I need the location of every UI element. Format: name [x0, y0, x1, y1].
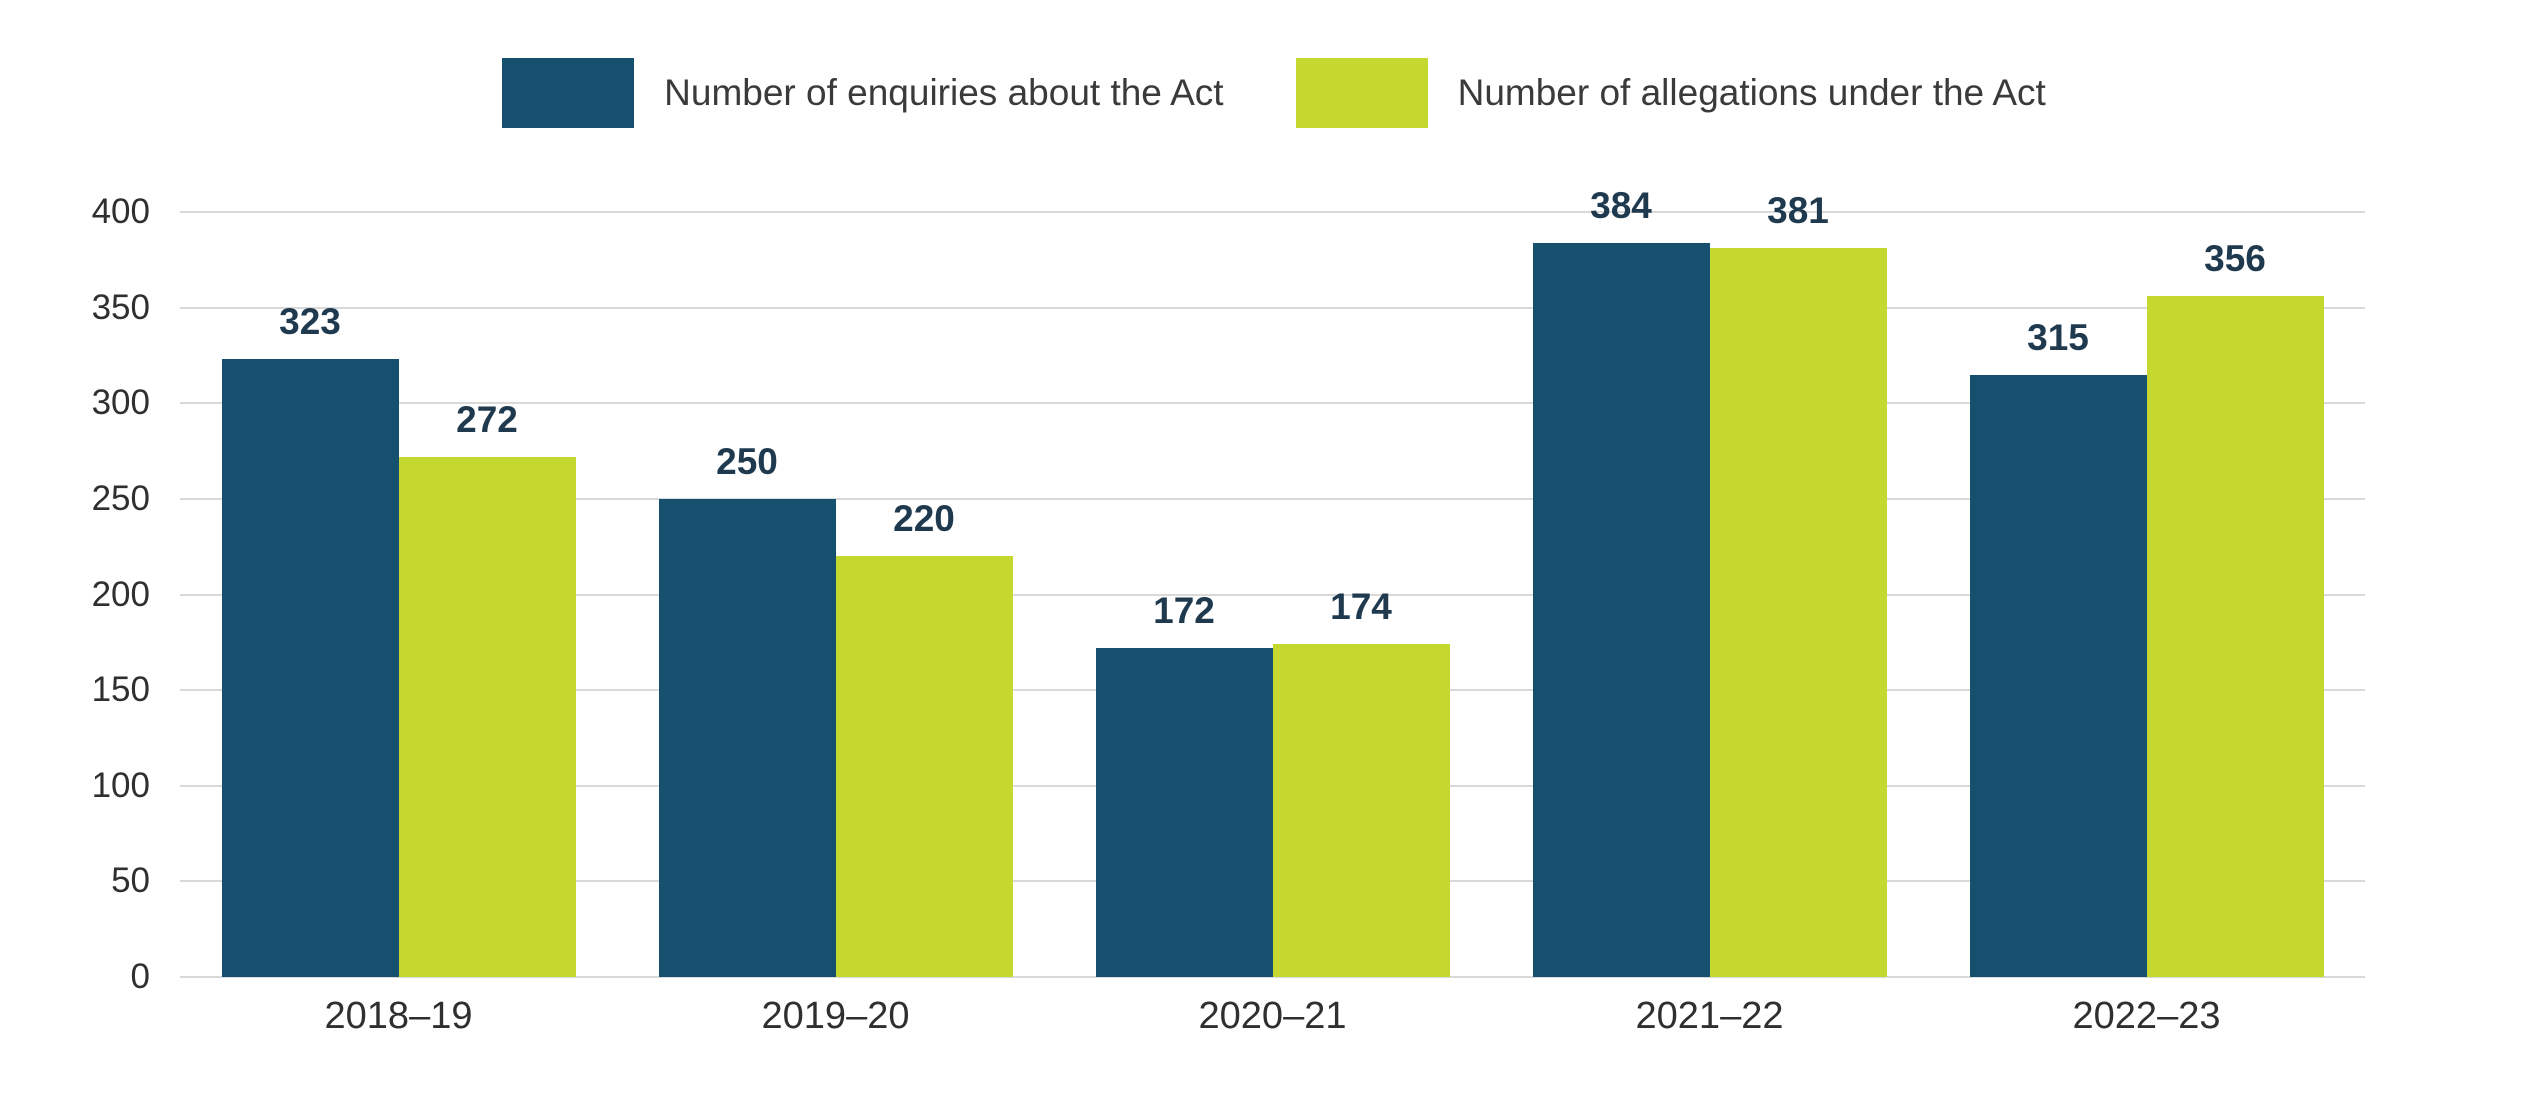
legend-item: Number of enquiries about the Act: [502, 58, 1224, 128]
y-tick-label: 50: [111, 861, 150, 901]
gridline: [180, 593, 2365, 596]
x-tick-label: 2021–22: [1635, 995, 1784, 1037]
bar: 315: [1969, 317, 2147, 977]
y-tick-label: 150: [91, 670, 150, 710]
x-tick-label: 2019–20: [761, 995, 910, 1037]
bar-group: 315 356: [1928, 212, 2365, 977]
y-tick-label: 400: [91, 192, 150, 231]
bar-group: 250 220: [617, 212, 1054, 977]
bar-groups: 323 272 250 220 172 174 384 381 315 356: [180, 185, 2365, 977]
legend-swatch-icon: [1295, 58, 1428, 128]
gridline: [180, 211, 2365, 213]
gridline: [180, 306, 2365, 309]
bar: 174: [1272, 586, 1450, 977]
bar-value-label: 384: [1590, 184, 1652, 226]
legend-label: Number of allegations under the Act: [1457, 72, 2046, 113]
bar-value-label: 323: [279, 301, 341, 343]
bar-value-label: 250: [716, 440, 778, 482]
bar-value-label: 174: [1330, 586, 1392, 628]
x-axis: 2018–19 2019–20 2020–21 2021–22 2022–23: [180, 995, 2365, 1038]
bar-value-label: 381: [1767, 190, 1829, 232]
bar-value-label: 356: [2204, 238, 2266, 280]
bar: 220: [835, 498, 1013, 977]
x-tick-label: 2018–19: [324, 995, 473, 1037]
x-tick-label: 2020–21: [1198, 995, 1347, 1037]
bar: 250: [658, 441, 836, 977]
chart-legend: Number of enquiries about the Act Number …: [0, 58, 2548, 128]
bar-value-label: 220: [893, 498, 955, 540]
bar: 381: [1709, 190, 1887, 977]
bar-value-label: 272: [456, 398, 518, 440]
legend-label: Number of enquiries about the Act: [664, 72, 1224, 113]
y-tick-label: 0: [130, 957, 150, 996]
legend-swatch-icon: [502, 58, 635, 128]
bar-group: 323 272: [180, 212, 617, 977]
bar: 356: [2146, 238, 2324, 977]
bar: 384: [1532, 185, 1710, 977]
bar-group: 172 174: [1054, 212, 1491, 977]
y-tick-label: 300: [91, 383, 150, 423]
bar: 323: [221, 301, 399, 977]
plot-area: 323 272 250 220 172 174 384 381 315 356: [180, 185, 2365, 978]
legend-item: Number of allegations under the Act: [1295, 58, 2046, 128]
x-tick-label: 2022–23: [2072, 995, 2221, 1037]
bar-group: 384 381: [1491, 185, 1928, 977]
gridline: [180, 402, 2365, 405]
y-tick-label: 350: [91, 287, 150, 327]
y-tick-label: 200: [91, 574, 150, 614]
y-tick-label: 100: [91, 765, 150, 805]
gridline: [180, 976, 2365, 978]
y-tick-label: 250: [91, 478, 150, 518]
bar: 172: [1095, 590, 1273, 977]
gridline: [180, 497, 2365, 500]
bar-value-label: 315: [2027, 316, 2089, 358]
bar-value-label: 172: [1153, 590, 1215, 632]
bar: 272: [398, 399, 576, 977]
